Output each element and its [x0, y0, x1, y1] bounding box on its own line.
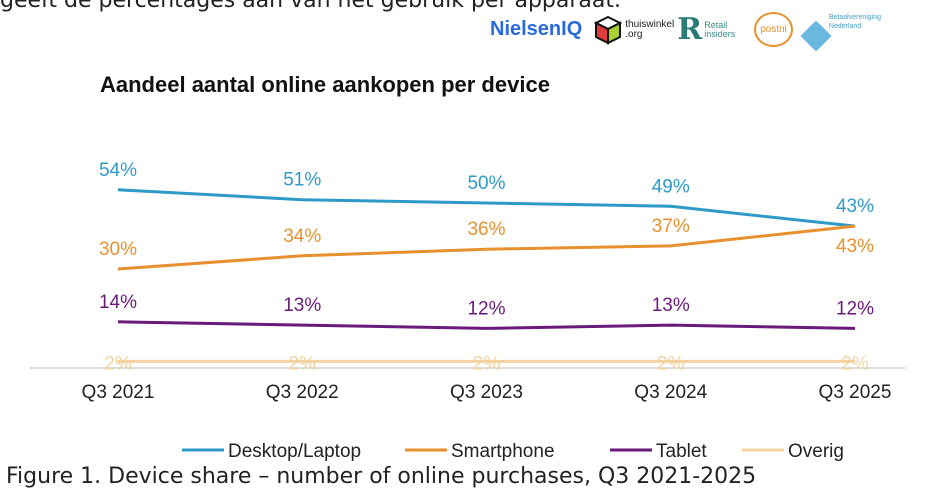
data-label: 2% — [473, 353, 501, 374]
logo-bar: NielsenIQ thuiswinkel .org R Retail insi… — [490, 12, 884, 52]
header-text: geeft de percentages aan van het gebruik… — [0, 0, 621, 13]
data-label: 54% — [99, 160, 137, 181]
data-label: 43% — [836, 196, 874, 217]
x-tick-label: Q3 2021 — [82, 382, 155, 403]
data-label: 13% — [652, 295, 690, 316]
x-tick-label: Q3 2025 — [819, 382, 892, 403]
data-label: 37% — [652, 216, 690, 237]
legend-label: Smartphone — [451, 441, 555, 462]
nielseniq-logo: NielsenIQ — [490, 18, 583, 40]
data-label: 50% — [467, 173, 505, 194]
legend-label: Overig — [788, 441, 844, 462]
data-label: 51% — [283, 170, 321, 191]
data-label: 12% — [467, 298, 505, 319]
data-label: 34% — [283, 226, 321, 247]
x-tick-label: Q3 2022 — [266, 382, 339, 403]
data-label: 12% — [836, 298, 874, 319]
series-line-smartphone — [117, 224, 856, 271]
data-label: 13% — [283, 295, 321, 316]
series-line-desktop-laptop — [117, 188, 856, 228]
data-label: 2% — [289, 353, 317, 374]
retail-insiders-logo: R Retail insiders — [677, 12, 736, 47]
legend-label: Tablet — [656, 441, 707, 462]
data-label: 2% — [104, 353, 132, 374]
chart-title: Aandeel aantal online aankopen per devic… — [100, 72, 550, 97]
data-label: 14% — [99, 292, 137, 313]
data-label: 36% — [467, 219, 505, 240]
data-label: 2% — [841, 353, 869, 374]
series-line-tablet — [117, 320, 856, 330]
data-label: 49% — [652, 176, 690, 197]
data-label: 2% — [657, 353, 685, 374]
data-label: 43% — [836, 236, 874, 257]
postnl-logo: postnl — [754, 12, 793, 47]
figure-caption: Figure 1. Device share – number of onlin… — [6, 464, 757, 489]
betaalvereniging-logo: Betaalvereniging Nederland — [800, 13, 884, 52]
x-tick-label: Q3 2023 — [450, 382, 523, 403]
x-tick-label: Q3 2024 — [634, 382, 707, 403]
legend-label: Desktop/Laptop — [228, 441, 361, 462]
data-label: 30% — [99, 239, 137, 260]
thuiswinkel-logo: thuiswinkel .org — [594, 15, 674, 45]
